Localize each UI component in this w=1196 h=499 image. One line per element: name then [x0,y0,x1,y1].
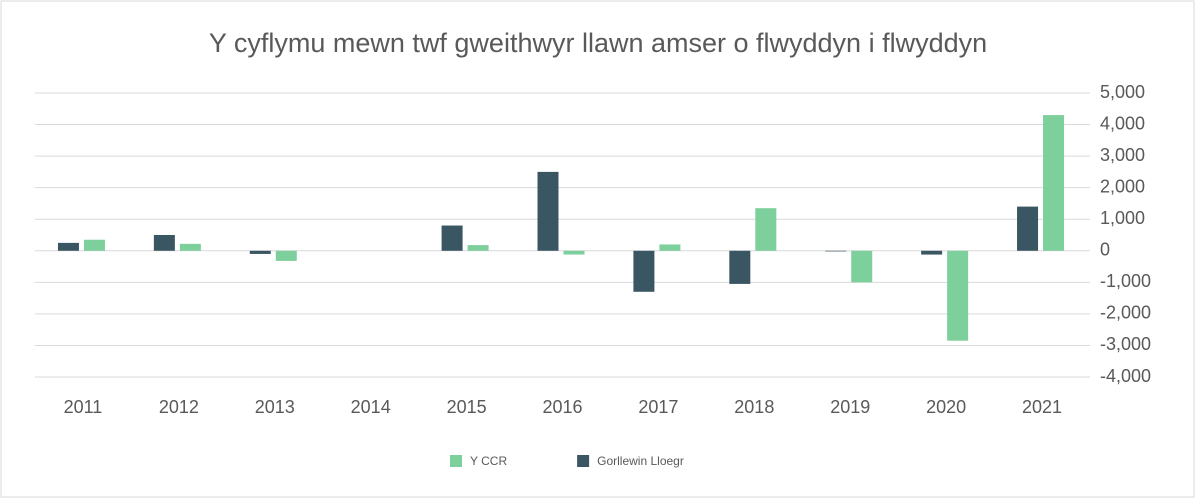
bar [825,250,847,252]
bar [1043,115,1065,251]
bar [537,171,559,251]
bar [921,250,943,255]
y-tick-label: -2,000 [1100,303,1151,323]
bar [441,225,463,251]
x-tick-label: 2019 [830,397,870,417]
y-tick-label: 0 [1100,240,1110,260]
bar [729,250,751,284]
x-tick-label: 2013 [255,397,295,417]
x-tick-label: 2016 [542,397,582,417]
x-tick-label: 2020 [926,397,966,417]
bar [57,242,79,251]
y-tick-label: 5,000 [1100,82,1145,102]
bar [249,250,271,254]
bar [179,243,201,251]
y-tick-label: 3,000 [1100,145,1145,165]
bar [275,250,297,261]
bar [563,250,585,255]
y-tick-label: -3,000 [1100,334,1151,354]
x-tick-label: 2018 [734,397,774,417]
x-tick-label: 2017 [638,397,678,417]
x-tick-label: 2021 [1022,397,1062,417]
bar [755,208,777,251]
x-tick-label: 2012 [159,397,199,417]
bar [851,250,873,283]
y-tick-label: 1,000 [1100,208,1145,228]
y-tick-label: -4,000 [1100,366,1151,386]
bar [947,250,969,341]
bar [83,239,105,251]
chart-title: Y cyflymu mewn twf gweithwyr llawn amser… [209,28,987,58]
bar [467,245,489,251]
bar [1017,206,1039,251]
legend-label: Gorllewin Lloegr [597,454,684,468]
bar [659,244,681,251]
legend-label: Y CCR [470,454,507,468]
bar [633,250,655,292]
legend-swatch [450,455,462,467]
x-tick-label: 2011 [64,397,103,417]
legend-swatch [577,455,590,467]
y-tick-label: 2,000 [1100,176,1145,196]
y-tick-label: 4,000 [1100,113,1145,133]
y-tick-label: -1,000 [1100,271,1151,291]
bar [153,235,175,251]
x-tick-label: 2014 [351,397,391,417]
x-tick-label: 2015 [447,397,487,417]
